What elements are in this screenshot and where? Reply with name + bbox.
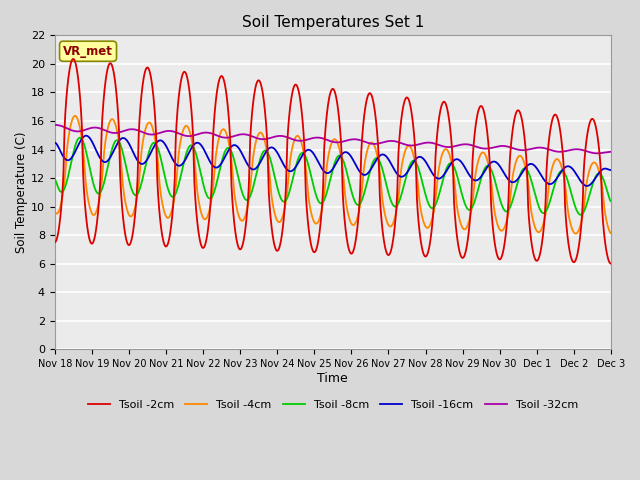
Tsoil -16cm bbox=[362, 172, 369, 178]
Tsoil -32cm bbox=[573, 146, 581, 152]
Tsoil -32cm bbox=[593, 150, 601, 156]
Tsoil -32cm bbox=[361, 139, 369, 144]
Tsoil -2cm bbox=[70, 56, 77, 62]
Tsoil -16cm bbox=[583, 183, 591, 189]
Tsoil -8cm bbox=[558, 168, 566, 174]
Tsoil -8cm bbox=[607, 198, 614, 204]
Tsoil -16cm bbox=[206, 159, 214, 165]
Tsoil -32cm bbox=[607, 149, 614, 155]
Tsoil -4cm bbox=[51, 210, 59, 216]
Tsoil -2cm bbox=[558, 142, 566, 147]
Tsoil -32cm bbox=[51, 122, 59, 128]
Tsoil -32cm bbox=[558, 149, 566, 155]
Tsoil -32cm bbox=[206, 130, 214, 136]
Tsoil -2cm bbox=[349, 249, 357, 254]
Tsoil -16cm bbox=[495, 162, 502, 168]
Tsoil -16cm bbox=[83, 133, 90, 139]
Tsoil -4cm bbox=[71, 113, 79, 119]
Line: Tsoil -32cm: Tsoil -32cm bbox=[55, 125, 611, 153]
Tsoil -16cm bbox=[349, 157, 357, 163]
Line: Tsoil -4cm: Tsoil -4cm bbox=[55, 116, 611, 234]
Tsoil -8cm bbox=[206, 195, 214, 201]
Tsoil -32cm bbox=[495, 144, 502, 149]
Y-axis label: Soil Temperature (C): Soil Temperature (C) bbox=[15, 132, 28, 253]
Tsoil -2cm bbox=[495, 256, 502, 262]
Legend: Tsoil -2cm, Tsoil -4cm, Tsoil -8cm, Tsoil -16cm, Tsoil -32cm: Tsoil -2cm, Tsoil -4cm, Tsoil -8cm, Tsoi… bbox=[83, 396, 582, 415]
Title: Soil Temperatures Set 1: Soil Temperatures Set 1 bbox=[242, 15, 424, 30]
Tsoil -16cm bbox=[51, 140, 59, 145]
Tsoil -4cm bbox=[607, 230, 614, 236]
Line: Tsoil -8cm: Tsoil -8cm bbox=[55, 138, 611, 215]
Line: Tsoil -2cm: Tsoil -2cm bbox=[55, 59, 611, 264]
Tsoil -16cm bbox=[558, 168, 566, 174]
Tsoil -2cm bbox=[206, 206, 214, 212]
X-axis label: Time: Time bbox=[317, 372, 348, 385]
Tsoil -2cm bbox=[573, 252, 581, 257]
Tsoil -8cm bbox=[362, 187, 369, 193]
Tsoil -8cm bbox=[76, 135, 84, 141]
Tsoil -8cm bbox=[573, 209, 581, 215]
Tsoil -2cm bbox=[607, 261, 614, 266]
Tsoil -8cm bbox=[495, 192, 502, 197]
Tsoil -4cm bbox=[495, 225, 502, 230]
Tsoil -16cm bbox=[607, 167, 614, 173]
Tsoil -8cm bbox=[577, 212, 584, 217]
Tsoil -4cm bbox=[574, 229, 582, 235]
Tsoil -4cm bbox=[206, 204, 214, 210]
Tsoil -4cm bbox=[558, 165, 566, 171]
Line: Tsoil -16cm: Tsoil -16cm bbox=[55, 136, 611, 186]
Tsoil -4cm bbox=[349, 222, 357, 228]
Tsoil -2cm bbox=[362, 106, 369, 111]
Text: VR_met: VR_met bbox=[63, 45, 113, 58]
Tsoil -2cm bbox=[51, 240, 59, 245]
Tsoil -8cm bbox=[51, 177, 59, 182]
Tsoil -4cm bbox=[362, 157, 369, 163]
Tsoil -8cm bbox=[349, 194, 357, 200]
Tsoil -32cm bbox=[349, 136, 356, 142]
Tsoil -4cm bbox=[572, 231, 579, 237]
Tsoil -16cm bbox=[573, 173, 581, 179]
